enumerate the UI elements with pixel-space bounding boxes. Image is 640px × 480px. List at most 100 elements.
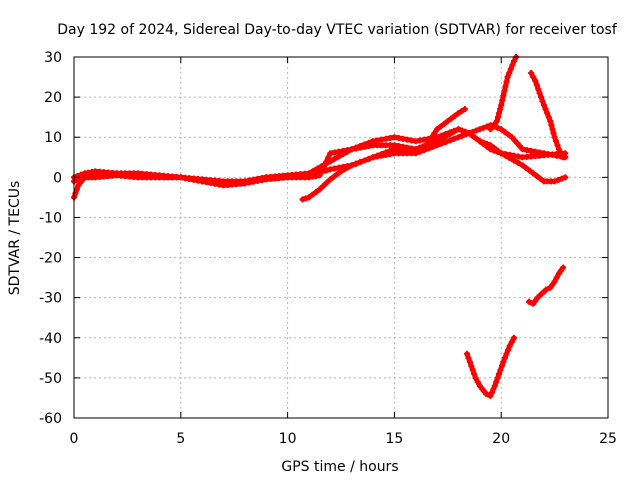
data-point	[536, 90, 543, 97]
data-point	[431, 130, 438, 137]
y-tick-label: -20	[39, 251, 62, 267]
data-point	[551, 178, 558, 185]
data-point	[519, 162, 526, 169]
data-point	[426, 138, 433, 145]
data-point	[526, 167, 533, 174]
data-point	[494, 374, 501, 381]
data-point	[476, 138, 483, 145]
data-point	[451, 135, 458, 142]
data-point	[530, 300, 537, 307]
data-point	[462, 128, 469, 135]
data-point	[497, 106, 504, 113]
data-point	[412, 146, 419, 153]
data-point	[511, 334, 518, 341]
data-point	[352, 160, 359, 167]
data-point	[310, 167, 317, 174]
data-point	[499, 97, 506, 104]
data-point	[543, 286, 550, 293]
data-point	[496, 110, 503, 117]
x-tick-label: 20	[492, 431, 510, 447]
data-point	[500, 92, 507, 99]
data-point	[459, 132, 466, 139]
data-point	[316, 186, 323, 193]
data-point	[419, 143, 426, 150]
data-point	[505, 346, 512, 353]
data-point	[466, 130, 473, 137]
data-point	[537, 175, 544, 182]
data-point	[320, 163, 327, 170]
data-point	[553, 138, 560, 145]
data-point	[437, 123, 444, 130]
data-point	[451, 112, 458, 119]
chart-title: Day 192 of 2024, Sidereal Day-to-day VTE…	[57, 22, 618, 38]
data-point	[530, 170, 537, 177]
data-point	[438, 135, 445, 142]
data-point	[542, 106, 549, 113]
data-point	[357, 159, 364, 166]
data-point	[549, 281, 556, 288]
data-point	[483, 123, 490, 130]
data-point	[488, 389, 495, 396]
data-point	[330, 173, 337, 180]
y-tick-label: -10	[39, 210, 62, 226]
data-point	[451, 128, 458, 135]
data-point	[323, 179, 330, 186]
data-point	[442, 139, 449, 146]
data-point	[474, 378, 481, 385]
data-point	[341, 166, 348, 173]
data-point	[511, 137, 518, 144]
data-point	[523, 164, 530, 171]
data-point	[320, 183, 327, 190]
data-point	[516, 143, 523, 150]
y-tick-label: 10	[44, 130, 62, 146]
data-point	[428, 134, 435, 141]
y-tick-label: 20	[44, 90, 62, 106]
data-point	[423, 142, 430, 149]
series-4	[299, 106, 468, 203]
data-point	[469, 128, 476, 135]
data-point	[558, 150, 565, 157]
data-point	[299, 196, 306, 203]
data-point	[72, 190, 79, 197]
data-point	[532, 78, 539, 85]
data-point	[313, 189, 320, 196]
data-point	[459, 127, 466, 134]
data-point	[500, 358, 507, 365]
data-point	[503, 350, 510, 357]
data-point	[562, 174, 569, 181]
data-point	[502, 83, 509, 90]
data-point	[535, 86, 542, 93]
data-point	[551, 134, 558, 141]
data-point	[555, 270, 562, 277]
data-point	[560, 264, 567, 271]
data-point	[309, 191, 316, 198]
data-point	[533, 172, 540, 179]
series-8	[525, 264, 567, 307]
data-point	[327, 176, 334, 183]
series-7	[464, 334, 518, 399]
y-tick-label: 30	[44, 50, 62, 66]
data-point	[538, 94, 545, 101]
data-point	[387, 147, 394, 154]
y-tick-label: -60	[39, 411, 62, 427]
data-point	[491, 147, 498, 154]
data-point	[434, 126, 441, 133]
data-point	[468, 362, 475, 369]
data-point	[325, 154, 332, 161]
data-point	[555, 177, 562, 184]
data-point	[514, 140, 521, 147]
data-point	[549, 126, 556, 133]
data-point	[318, 167, 325, 174]
data-point	[525, 298, 532, 305]
y-tick-label: 0	[53, 170, 62, 186]
data-point	[494, 148, 501, 155]
data-point	[530, 74, 537, 81]
data-point	[507, 66, 514, 73]
x-tick-label: 15	[385, 431, 403, 447]
data-point	[469, 366, 476, 373]
data-point	[558, 175, 565, 182]
data-point	[370, 154, 377, 161]
